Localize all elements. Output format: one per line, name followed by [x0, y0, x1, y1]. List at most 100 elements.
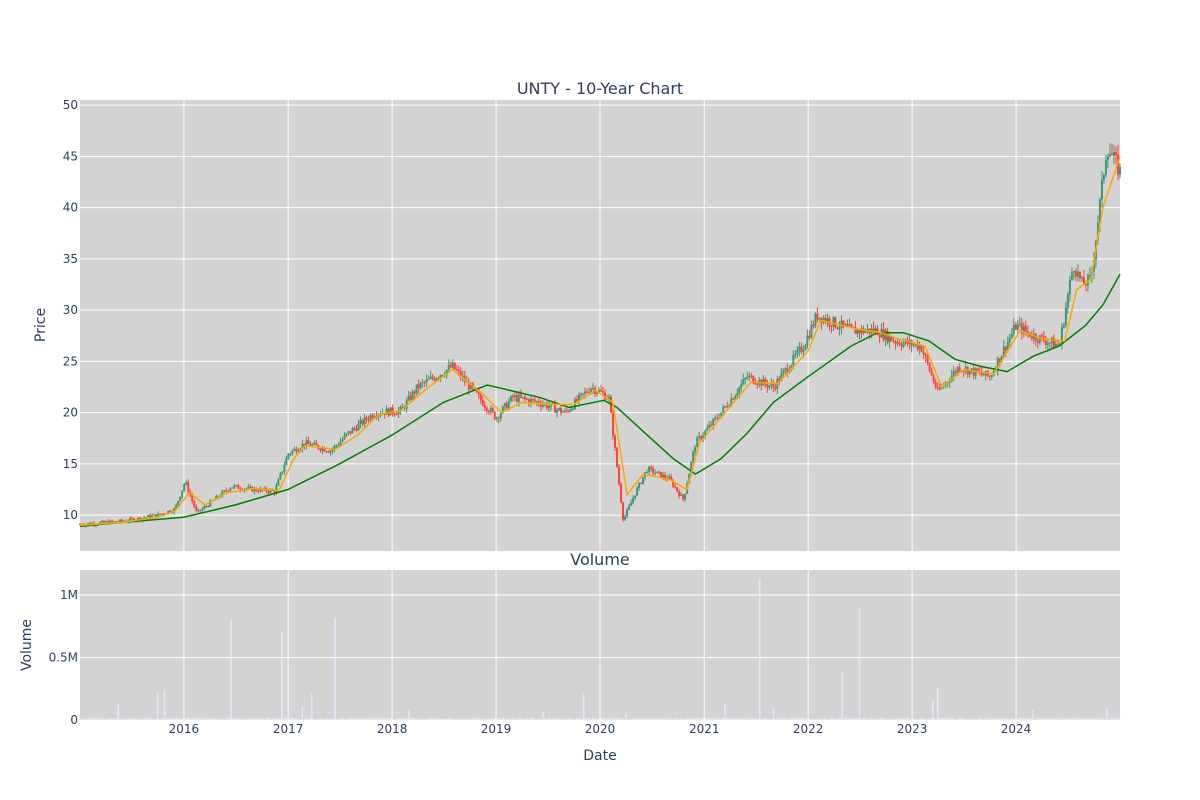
candle-decreasing	[483, 405, 486, 408]
volume-y-tick-label: 0.5M	[49, 651, 78, 665]
volume-bar	[220, 718, 222, 720]
candle-decreasing	[111, 520, 114, 522]
candle-decreasing	[433, 378, 436, 381]
volume-bar	[88, 717, 90, 720]
candle-increasing	[646, 472, 649, 474]
volume-bar	[780, 718, 782, 720]
candle-decreasing	[559, 408, 562, 413]
volume-bar	[1084, 718, 1086, 720]
volume-bar	[309, 717, 311, 720]
candle-decreasing	[834, 317, 837, 328]
volume-bar	[459, 718, 461, 720]
volume-bar	[752, 717, 754, 720]
volume-bar	[958, 717, 960, 720]
volume-bar	[565, 717, 567, 720]
volume-bar	[502, 717, 504, 720]
candle-increasing	[287, 453, 290, 458]
volume-bar	[144, 717, 146, 720]
volume-bar	[483, 718, 485, 720]
volume-bar	[919, 717, 921, 720]
volume-spike-bar	[582, 693, 585, 720]
volume-bar	[1104, 718, 1106, 720]
volume-bar	[1036, 717, 1039, 720]
volume-bar	[329, 718, 331, 720]
volume-bar	[659, 718, 661, 720]
volume-bar	[765, 717, 767, 720]
volume-bar	[691, 718, 693, 720]
candle-increasing	[680, 494, 683, 496]
candle-increasing	[153, 514, 156, 516]
volume-bar	[292, 717, 294, 720]
candle-increasing	[579, 393, 582, 395]
volume-bar	[637, 718, 639, 720]
volume-bar	[609, 718, 611, 720]
volume-bar	[285, 717, 287, 720]
candle-increasing	[209, 500, 212, 507]
volume-bar	[630, 718, 633, 720]
candle-increasing	[654, 473, 657, 475]
candle-decreasing	[539, 404, 542, 407]
volume-bar	[915, 718, 917, 720]
volume-y-tick-label: 1M	[60, 588, 78, 602]
volume-bar	[739, 718, 741, 720]
volume-bar	[652, 718, 654, 720]
volume-bar	[687, 717, 689, 720]
candle-increasing	[561, 411, 564, 413]
candle-increasing	[269, 489, 272, 493]
candle-increasing	[818, 317, 821, 320]
volume-bar	[324, 718, 326, 720]
volume-spike-bar	[281, 632, 283, 720]
volume-bar	[815, 718, 817, 720]
volume-bar	[491, 718, 494, 720]
candle-decreasing	[836, 327, 839, 329]
volume-bar	[357, 718, 359, 720]
volume-bar	[114, 718, 116, 720]
candle-increasing	[698, 436, 701, 438]
volume-bar	[848, 717, 850, 720]
volume-bar	[161, 717, 164, 720]
price-chart-title: UNTY - 10-Year Chart	[517, 79, 683, 98]
candle-decreasing	[453, 362, 456, 370]
price-y-tick-label: 40	[63, 201, 78, 215]
volume-spike-bar	[542, 711, 544, 720]
candle-decreasing	[195, 506, 198, 511]
candle-increasing	[1000, 356, 1003, 362]
volume-spike-bar	[758, 578, 761, 720]
candle-decreasing	[361, 420, 364, 425]
volume-bar	[263, 719, 266, 720]
candle-decreasing	[497, 417, 500, 419]
volume-bar	[235, 718, 237, 720]
volume-bar	[546, 719, 548, 720]
candle-increasing	[714, 417, 717, 419]
volume-bar	[821, 718, 824, 720]
candle-increasing	[1018, 323, 1021, 325]
volume-bar	[415, 718, 418, 720]
volume-bar	[146, 717, 148, 720]
candle-decreasing	[920, 345, 923, 352]
candle-increasing	[129, 518, 132, 522]
price-y-tick-label: 35	[63, 252, 78, 266]
candle-decreasing	[1084, 284, 1087, 286]
candle-increasing	[1070, 272, 1073, 281]
volume-bar	[865, 717, 867, 720]
candle-decreasing	[766, 384, 769, 388]
candle-increasing	[253, 488, 256, 492]
candle-decreasing	[842, 320, 845, 325]
volume-bar	[535, 718, 537, 720]
price-y-tick-labels: 10 15 20 25 30 35 40 45 50	[63, 98, 78, 522]
candle-decreasing	[585, 391, 588, 393]
volume-bar	[876, 719, 878, 720]
volume-bar	[200, 717, 203, 720]
candle-increasing	[87, 523, 90, 525]
x-tick-label: 2017	[273, 722, 304, 736]
volume-bar	[1010, 718, 1013, 720]
volume-bar	[856, 717, 858, 720]
x-tick-label: 2020	[585, 722, 616, 736]
candle-decreasing	[672, 480, 675, 487]
candle-increasing	[591, 387, 594, 389]
volume-bar	[250, 717, 253, 720]
candle-increasing	[708, 424, 711, 428]
volume-bar	[307, 718, 309, 720]
candle-decreasing	[894, 341, 897, 344]
